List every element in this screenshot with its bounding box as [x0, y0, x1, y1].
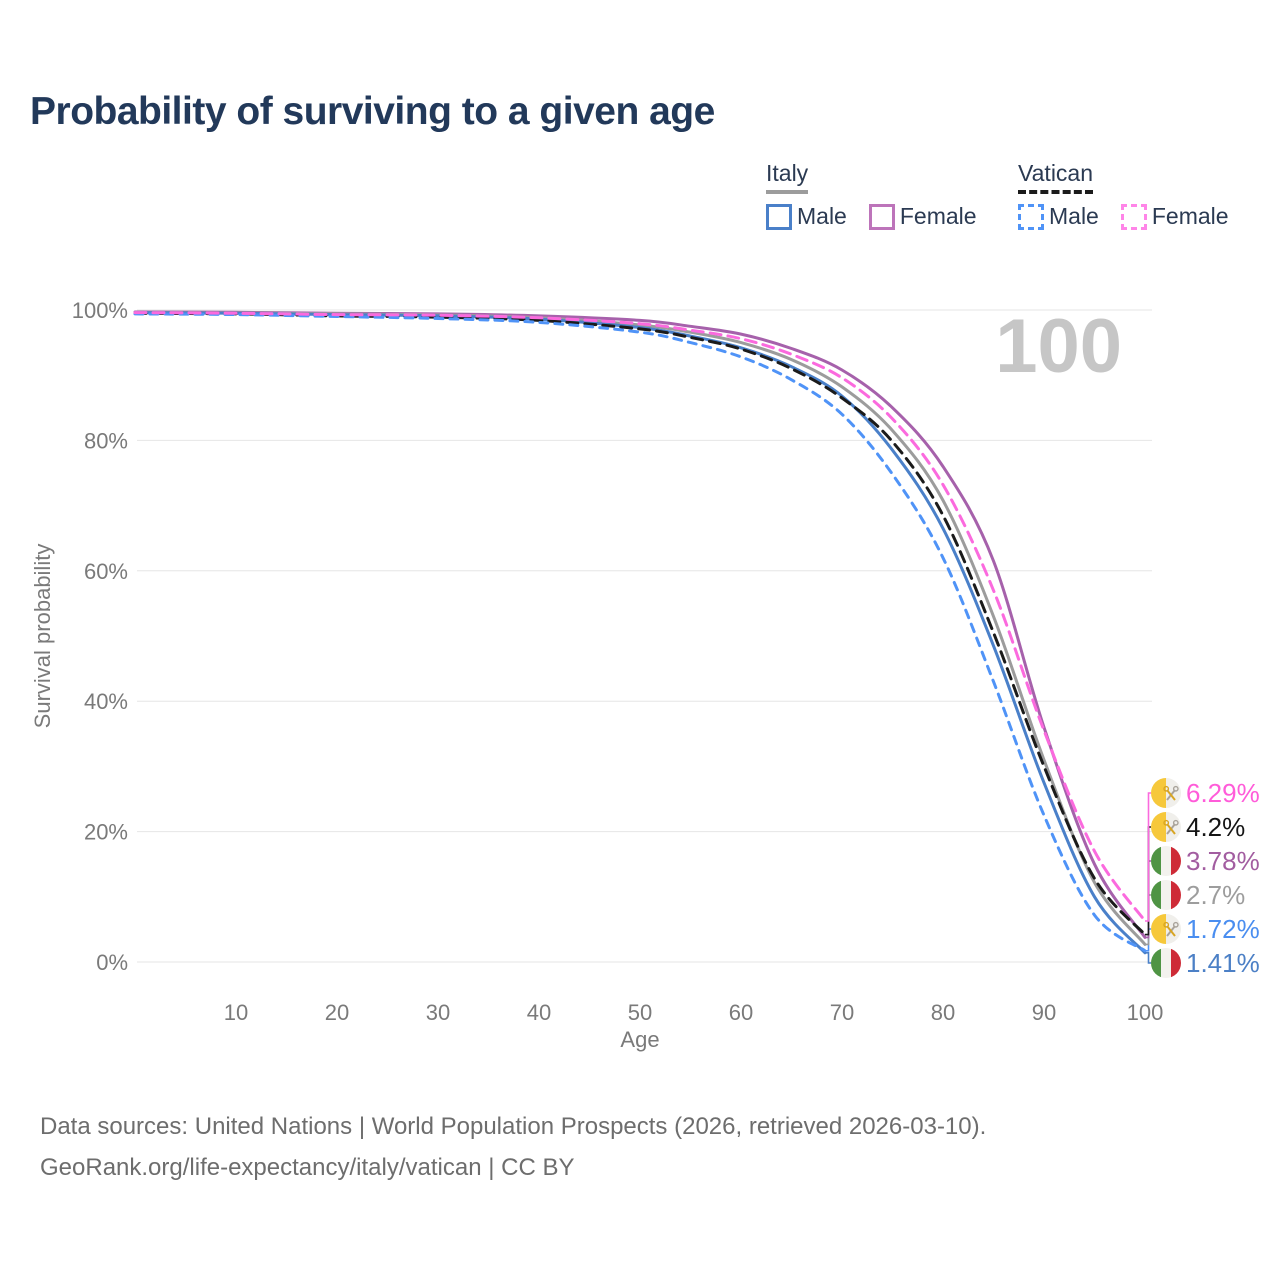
y-tick-label: 100%	[72, 298, 128, 323]
end-label-italy-male[interactable]: 1.41%	[1151, 948, 1260, 978]
x-tick-label: 20	[325, 1000, 349, 1025]
end-label-vatican-male[interactable]: 1.72%	[1151, 914, 1260, 944]
source-url-note: GeoRank.org/life-expectancy/italy/vatica…	[40, 1154, 575, 1181]
age-watermark: 100	[995, 304, 1122, 389]
x-tick-label: 50	[628, 1000, 652, 1025]
legend-item-vatican-female[interactable]: Female	[1120, 203, 1229, 230]
legend-items-vatican: Male Female	[1018, 203, 1229, 230]
x-tick-label: 40	[527, 1000, 551, 1025]
end-label-vatican-female[interactable]: 6.29%	[1151, 778, 1260, 808]
y-tick-label: 60%	[84, 559, 128, 584]
end-label-connector-italy-male	[1145, 952, 1151, 964]
x-tick-label: 30	[426, 1000, 450, 1025]
x-tick-label: 70	[830, 1000, 854, 1025]
series-line-italy-female[interactable]	[133, 310, 1147, 939]
series-line-italy-total[interactable]	[133, 311, 1147, 946]
legend-group-title-vatican[interactable]: Vatican	[1018, 160, 1094, 194]
data-sources-note: Data sources: United Nations | World Pop…	[40, 1113, 987, 1140]
end-label-connector-vatican-female	[1145, 792, 1151, 922]
legend: Italy Male Female Vatican Male	[0, 160, 1280, 250]
legend-group-vatican: Vatican Male Female	[1018, 160, 1229, 230]
italy-male-swatch	[766, 203, 792, 230]
legend-item-italy-female[interactable]: Female	[868, 203, 977, 230]
legend-item-label: Male	[1049, 203, 1099, 229]
x-tick-label: 10	[224, 1000, 248, 1025]
footer: Data sources: United Nations | World Pop…	[40, 1106, 986, 1188]
y-tick-label: 0%	[96, 950, 128, 975]
vatican-flag-icon	[1151, 812, 1181, 842]
legend-items-italy: Male Female	[766, 203, 977, 230]
italy-female-swatch	[868, 203, 895, 230]
end-label-italy-total[interactable]: 2.7%	[1151, 880, 1245, 910]
end-label-value: 1.72%	[1186, 914, 1260, 944]
italy-flag-icon	[1151, 880, 1181, 910]
legend-item-label: Male	[797, 203, 847, 229]
series-line-vatican-male[interactable]	[133, 312, 1147, 953]
page-title: Probability of surviving to a given age	[30, 90, 715, 133]
end-label-value: 1.41%	[1186, 948, 1260, 978]
legend-item-label: Female	[899, 203, 977, 229]
legend-item-italy-male[interactable]: Male	[766, 203, 847, 230]
vatican-flag-icon	[1151, 778, 1181, 808]
y-axis-title: Survival probability	[30, 544, 55, 729]
series-line-vatican-female[interactable]	[133, 311, 1147, 923]
x-tick-label: 80	[931, 1000, 955, 1025]
legend-item-label: Female	[1151, 203, 1229, 229]
vatican-male-swatch	[1018, 203, 1044, 230]
y-tick-label: 80%	[84, 428, 128, 453]
end-label-vatican-total[interactable]: 4.2%	[1151, 812, 1245, 842]
series-line-vatican-total[interactable]	[133, 311, 1147, 937]
x-tick-label: 60	[729, 1000, 753, 1025]
italy-flag-icon	[1151, 948, 1181, 978]
series-line-italy-male[interactable]	[133, 311, 1147, 955]
x-tick-label: 100	[1127, 1000, 1164, 1025]
y-tick-label: 20%	[84, 820, 128, 845]
end-label-value: 2.7%	[1186, 880, 1245, 910]
end-label-italy-female[interactable]: 3.78%	[1151, 846, 1260, 876]
vatican-flag-icon	[1151, 914, 1181, 944]
legend-group-title-italy[interactable]: Italy	[766, 160, 809, 194]
legend-group-italy: Italy Male Female	[766, 160, 977, 230]
italy-flag-icon	[1151, 846, 1181, 876]
x-tick-label: 90	[1032, 1000, 1056, 1025]
vatican-female-swatch	[1120, 203, 1147, 230]
end-label-value: 6.29%	[1186, 778, 1260, 808]
end-label-value: 3.78%	[1186, 846, 1260, 876]
legend-item-vatican-male[interactable]: Male	[1018, 203, 1099, 230]
y-tick-label: 40%	[84, 689, 128, 714]
x-axis-title: Age	[620, 1027, 659, 1052]
end-label-value: 4.2%	[1186, 812, 1245, 842]
